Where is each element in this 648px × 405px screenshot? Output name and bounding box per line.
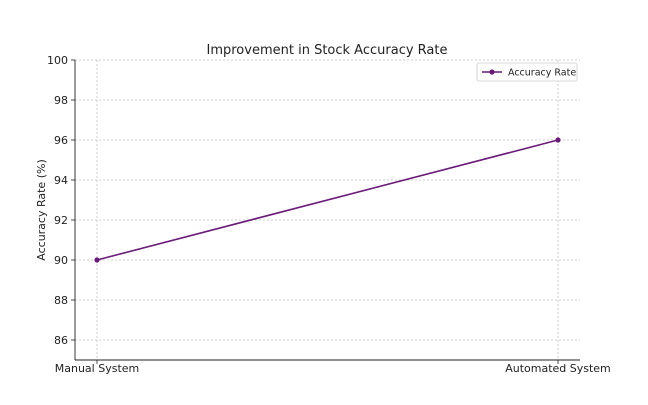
chart-title: Improvement in Stock Accuracy Rate (207, 43, 448, 58)
data-point-marker (94, 257, 100, 263)
x-tick-label: Manual System (55, 362, 140, 375)
series-line (96, 139, 559, 261)
y-tick-label: 100 (47, 54, 68, 67)
y-tick-label: 94 (54, 174, 68, 187)
y-tick-label: 96 (54, 134, 68, 147)
axes: 86 88 90 92 94 96 98 100 Manual System Automated … (47, 54, 611, 375)
y-tick-label: 88 (54, 294, 68, 307)
x-tick-label: Automated System (505, 362, 611, 375)
grid (75, 59, 580, 360)
legend-swatch-marker (489, 69, 495, 75)
y-tick-label: 86 (54, 334, 68, 347)
series (94, 137, 561, 263)
data-point-marker (555, 137, 561, 143)
legend-label: Accuracy Rate (508, 68, 576, 79)
y-tick-label: 90 (54, 254, 68, 267)
y-tick-label: 98 (54, 94, 68, 107)
legend-box (476, 62, 578, 82)
legend: Accuracy Rate (476, 62, 578, 82)
y-axis-title: Accuracy Rate (%) (35, 159, 48, 260)
y-tick-label: 92 (54, 214, 68, 227)
labels: Improvement in Stock Accuracy Rate Accur… (35, 43, 447, 261)
